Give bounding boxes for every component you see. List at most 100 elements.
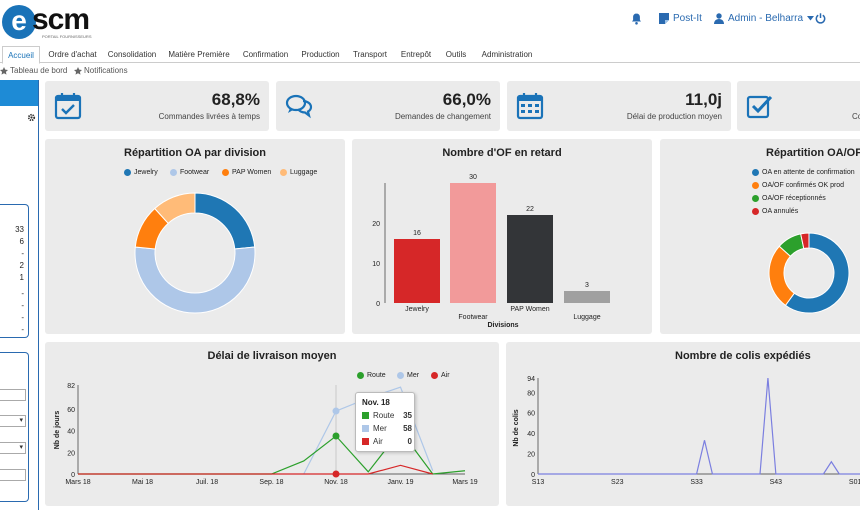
- legend-dot: [752, 195, 759, 202]
- series-point-route[interactable]: [332, 432, 340, 440]
- kpi-card-partial: Co: [737, 81, 860, 131]
- settings-gear-icon[interactable]: [27, 113, 36, 122]
- bar-jewelry[interactable]: [394, 239, 440, 303]
- bar-chart-of-retard: 0 10 20 16 Jewelry 30 Footwear 22 PAP Women 3 Lugg…: [372, 174, 610, 329]
- kpi-label: Délai de production moyen: [626, 112, 722, 121]
- donut-slice-oa-annul-s[interactable]: [800, 232, 810, 250]
- escm-logo[interactable]: e scm PORTAIL FOURNISSEURS: [2, 3, 92, 41]
- x-tick-label: S13: [532, 479, 545, 486]
- kpi-label: Demandes de changement: [394, 112, 491, 121]
- legend-route[interactable]: Route: [357, 372, 386, 379]
- series-line-air[interactable]: [78, 464, 433, 475]
- panel-of-retard: Nombre d'OF en retard 0 10 20 16 Jewelry 30 Fo…: [352, 139, 652, 334]
- legend-air[interactable]: Air: [431, 372, 450, 379]
- calendar-grid-icon: [516, 93, 544, 120]
- tooltip-name: Mer: [373, 424, 387, 433]
- power-icon: [815, 13, 826, 24]
- subnav-dashboard[interactable]: Tableau de bord: [0, 66, 67, 75]
- logo-e-badge: e: [2, 5, 36, 39]
- sidebar-header: [0, 80, 38, 106]
- legend-dot: [357, 372, 364, 379]
- series-point-mer[interactable]: [332, 407, 340, 415]
- y-tick-label: 0: [71, 472, 75, 479]
- donut-slice-luggage[interactable]: [154, 192, 196, 225]
- stat-value: 1: [19, 273, 24, 282]
- bar-luggage[interactable]: [564, 291, 610, 303]
- legend-receptionnes[interactable]: OA/OF réceptionnés: [752, 195, 826, 202]
- y-axis-label: Nb de jours: [54, 411, 61, 450]
- tab-consolidation[interactable]: Consolidation: [107, 50, 157, 59]
- tooltip-row: Mer 58: [362, 424, 412, 433]
- x-tick-label: S01: [849, 479, 860, 486]
- series-line-colis[interactable]: [538, 377, 860, 475]
- legend-annules[interactable]: OA annulés: [752, 208, 798, 215]
- x-tick-label: Nov. 18: [324, 479, 348, 486]
- tab-confirmation[interactable]: Confirmation: [242, 50, 289, 59]
- legend-label: Jewelry: [134, 169, 158, 176]
- y-tick-label: 40: [67, 429, 75, 436]
- tab-transport[interactable]: Transport: [353, 50, 387, 59]
- check-square-icon: [746, 95, 773, 119]
- tab-matiere-premiere[interactable]: Matière Première: [168, 50, 230, 59]
- tooltip-row: Route 35: [362, 411, 412, 420]
- tab-outils[interactable]: Outils: [445, 50, 467, 59]
- subnav-notifications[interactable]: Notifications: [74, 66, 128, 75]
- chart-title: Répartition OA/OF: [766, 147, 860, 159]
- panel-colis: Nombre de colis expédiés 0 20 40 60 80 94 S13 S…: [506, 342, 860, 506]
- legend-attente[interactable]: OA en attente de confirmation: [752, 169, 855, 176]
- filter-select[interactable]: ▾: [0, 442, 26, 454]
- legend-dot: [431, 372, 438, 379]
- chart-title: Répartition OA par division: [124, 147, 266, 159]
- calendar-check-icon: [54, 93, 82, 120]
- star-icon: [0, 66, 8, 75]
- tooltip-swatch: [362, 438, 369, 445]
- legend-footwear[interactable]: Footwear: [170, 169, 209, 176]
- chat-bubbles-icon: [285, 94, 313, 119]
- legend-dot: [124, 169, 131, 176]
- user-menu[interactable]: Admin - Belharra: [714, 13, 815, 24]
- series-point-air[interactable]: [332, 470, 340, 478]
- filter-input[interactable]: [0, 469, 26, 481]
- y-tick-label: 20: [372, 221, 380, 228]
- legend-luggage[interactable]: Luggage: [280, 169, 317, 176]
- tab-ordre-achat[interactable]: Ordre d'achat: [48, 50, 97, 59]
- donut-slice-footwear[interactable]: [134, 246, 256, 314]
- y-tick-label: 40: [527, 431, 535, 438]
- postit-link[interactable]: Post-It: [659, 13, 702, 24]
- legend-label: Route: [367, 372, 386, 379]
- x-tick-label: S23: [611, 479, 624, 486]
- user-icon: [714, 13, 724, 24]
- tooltip-value: 35: [403, 411, 412, 420]
- tooltip-name: Route: [373, 411, 395, 420]
- legend-pap-women[interactable]: PAP Women: [222, 169, 271, 176]
- legend-label: Mer: [407, 372, 420, 379]
- donut-slice-oa-en-attente-de-confirmation[interactable]: [784, 232, 850, 314]
- filter-select[interactable]: ▾: [0, 415, 26, 427]
- tab-entrepot[interactable]: Entrepôt: [400, 50, 432, 59]
- x-axis-label: Divisions: [487, 322, 518, 329]
- filter-input[interactable]: [0, 389, 26, 401]
- bar-footwear[interactable]: [450, 183, 496, 303]
- legend-confirmes[interactable]: OA/OF confirmés OK prod: [752, 182, 844, 189]
- tab-accueil[interactable]: Accueil: [2, 46, 40, 64]
- y-tick-label: 60: [527, 411, 535, 418]
- legend-label: Air: [441, 372, 450, 379]
- tab-administration[interactable]: Administration: [481, 50, 533, 59]
- legend-mer[interactable]: Mer: [397, 372, 419, 379]
- tab-production[interactable]: Production: [301, 50, 340, 59]
- main-nav: Accueil Ordre d'achat Consolidation Mati…: [0, 44, 860, 64]
- x-tick-label: S33: [690, 479, 703, 486]
- tooltip-row: Air 0: [362, 437, 412, 446]
- legend-jewelry[interactable]: Jewelry: [124, 169, 158, 176]
- x-tick-label: Jewelry: [405, 306, 429, 313]
- x-tick-label: Mars 18: [65, 479, 90, 486]
- donut-slice-jewelry[interactable]: [194, 192, 256, 250]
- bar-pap-women[interactable]: [507, 215, 553, 303]
- panel-oa-division: Répartition OA par division Jewelry Foot…: [45, 139, 345, 334]
- bell-icon: [632, 13, 641, 25]
- logout-button[interactable]: [815, 13, 826, 24]
- notifications-bell[interactable]: [631, 13, 642, 25]
- x-tick-label: PAP Women: [510, 306, 549, 313]
- y-tick-label: 94: [527, 376, 535, 383]
- y-tick-label: 0: [376, 301, 380, 308]
